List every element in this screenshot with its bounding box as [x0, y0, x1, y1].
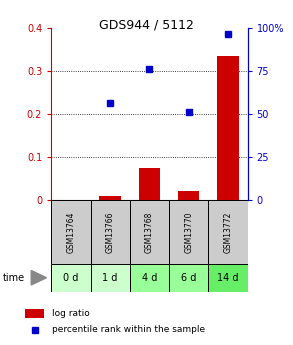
Bar [169, 200, 208, 264]
Text: GDS944 / 5112: GDS944 / 5112 [99, 19, 194, 32]
Bar [91, 200, 130, 264]
Polygon shape [31, 270, 46, 285]
Text: GSM13768: GSM13768 [145, 211, 154, 253]
Bar [25, 309, 44, 318]
Text: 1 d: 1 d [103, 273, 118, 283]
Bar [130, 264, 169, 292]
Bar [139, 168, 160, 200]
Bar [99, 196, 121, 200]
Text: GSM13770: GSM13770 [184, 211, 193, 253]
Bar [130, 200, 169, 264]
Text: percentile rank within the sample: percentile rank within the sample [52, 325, 205, 334]
Text: 14 d: 14 d [217, 273, 239, 283]
Bar [178, 191, 200, 200]
Text: time: time [3, 273, 25, 283]
Bar [51, 200, 91, 264]
Bar [169, 264, 208, 292]
Text: 0 d: 0 d [63, 273, 79, 283]
Text: GSM13766: GSM13766 [106, 211, 115, 253]
Bar [208, 264, 248, 292]
Bar [208, 200, 248, 264]
Bar [217, 56, 239, 200]
Text: log ratio: log ratio [52, 309, 90, 318]
Text: 4 d: 4 d [142, 273, 157, 283]
Bar [91, 264, 130, 292]
Text: 6 d: 6 d [181, 273, 196, 283]
Bar [51, 264, 91, 292]
Text: GSM13772: GSM13772 [224, 211, 232, 253]
Text: GSM13764: GSM13764 [67, 211, 75, 253]
